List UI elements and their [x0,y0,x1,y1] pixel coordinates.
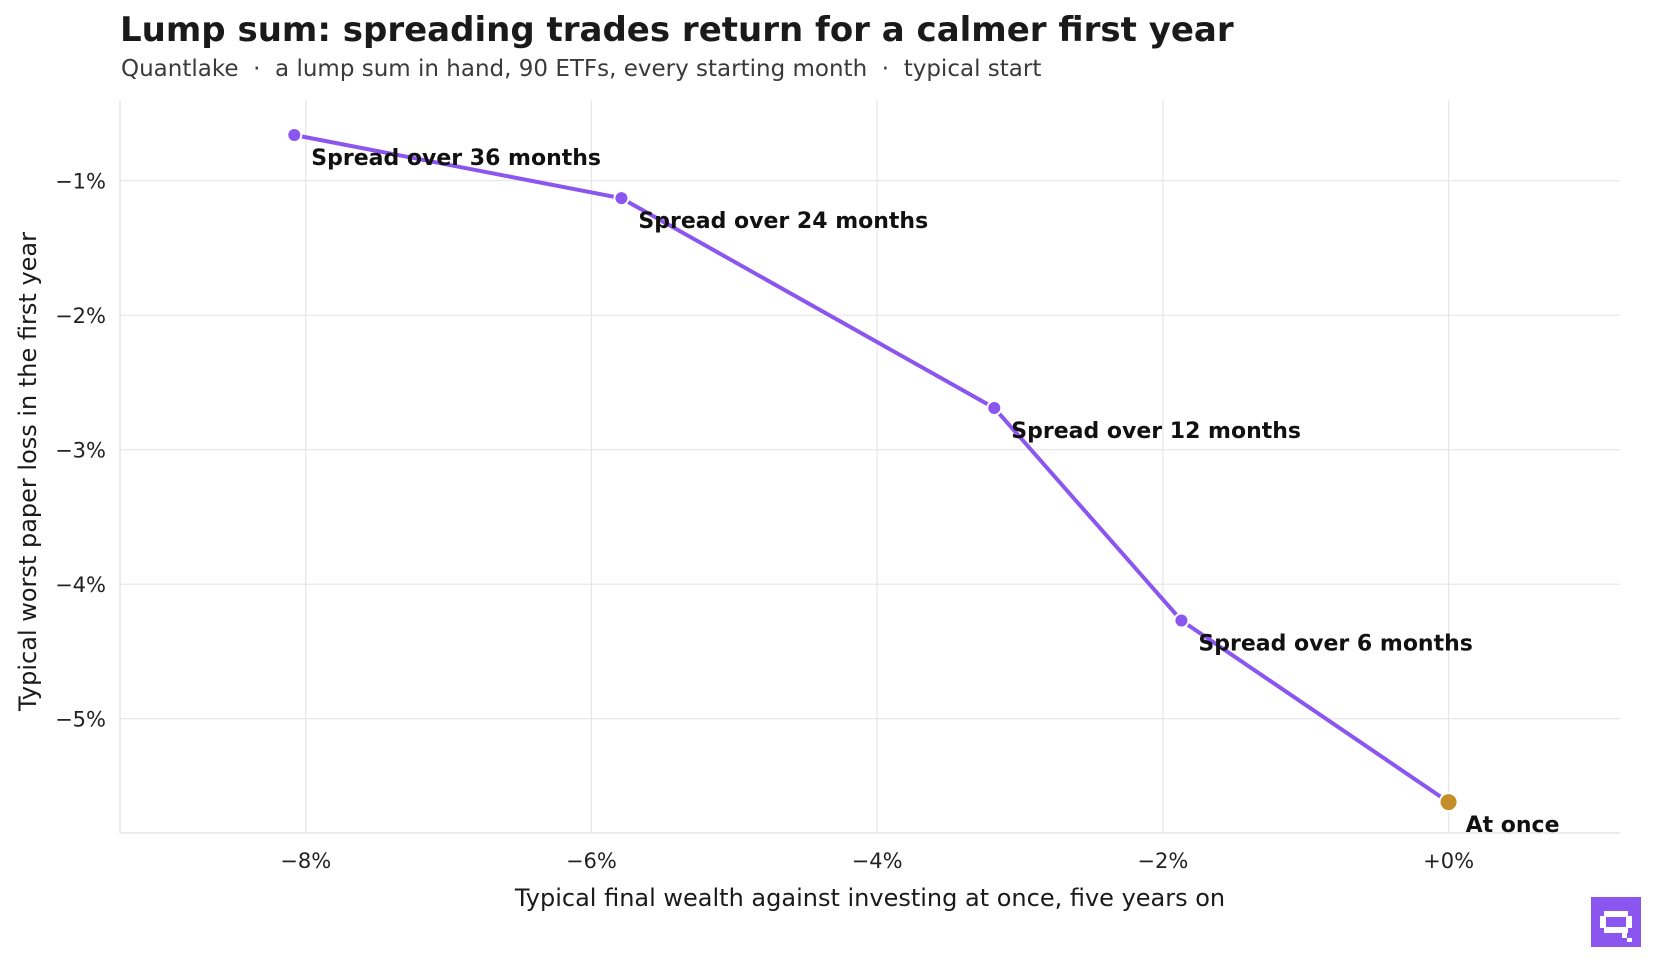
point-label: Spread over 12 months [1011,419,1301,444]
y-tick-label: −4% [55,573,106,597]
quantlake-logo-icon [1591,897,1641,947]
data-point [286,126,303,143]
x-tick-label: −4% [852,849,903,873]
data-point [986,399,1003,416]
y-tick-label: −2% [55,304,106,328]
series-layer [286,126,1459,813]
y-tick-label: −5% [55,708,106,732]
chart-subtitle: Quantlake · a lump sum in hand, 90 ETFs,… [121,56,1042,82]
x-axis-label: Typical final wealth against investing a… [514,884,1225,912]
y-tick-label: −1% [55,170,106,194]
series-line [293,133,1450,804]
grid-layer [120,100,1620,833]
data-point [613,190,630,207]
axis-layer: −8% −6% −4% −2% +0% −1% −2% −3% −4% −5% [55,100,1620,873]
x-tick-label: −6% [566,849,617,873]
data-point [1173,612,1190,629]
chart-title: Lump sum: spreading trades return for a … [120,10,1234,50]
x-tick-label: −2% [1137,849,1188,873]
x-tick-label: +0% [1423,849,1474,873]
highlight-point [1438,792,1459,813]
y-axis-label: Typical worst paper loss in the first ye… [14,232,42,712]
point-label: Spread over 36 months [311,146,601,171]
point-label: Spread over 24 months [638,209,928,234]
point-label: Spread over 6 months [1198,631,1472,656]
point-label: At once [1466,813,1560,838]
y-tick-label: −3% [55,439,106,463]
point-label-layer: Spread over 36 months Spread over 24 mont… [311,146,1559,838]
x-tick-label: −8% [280,849,331,873]
